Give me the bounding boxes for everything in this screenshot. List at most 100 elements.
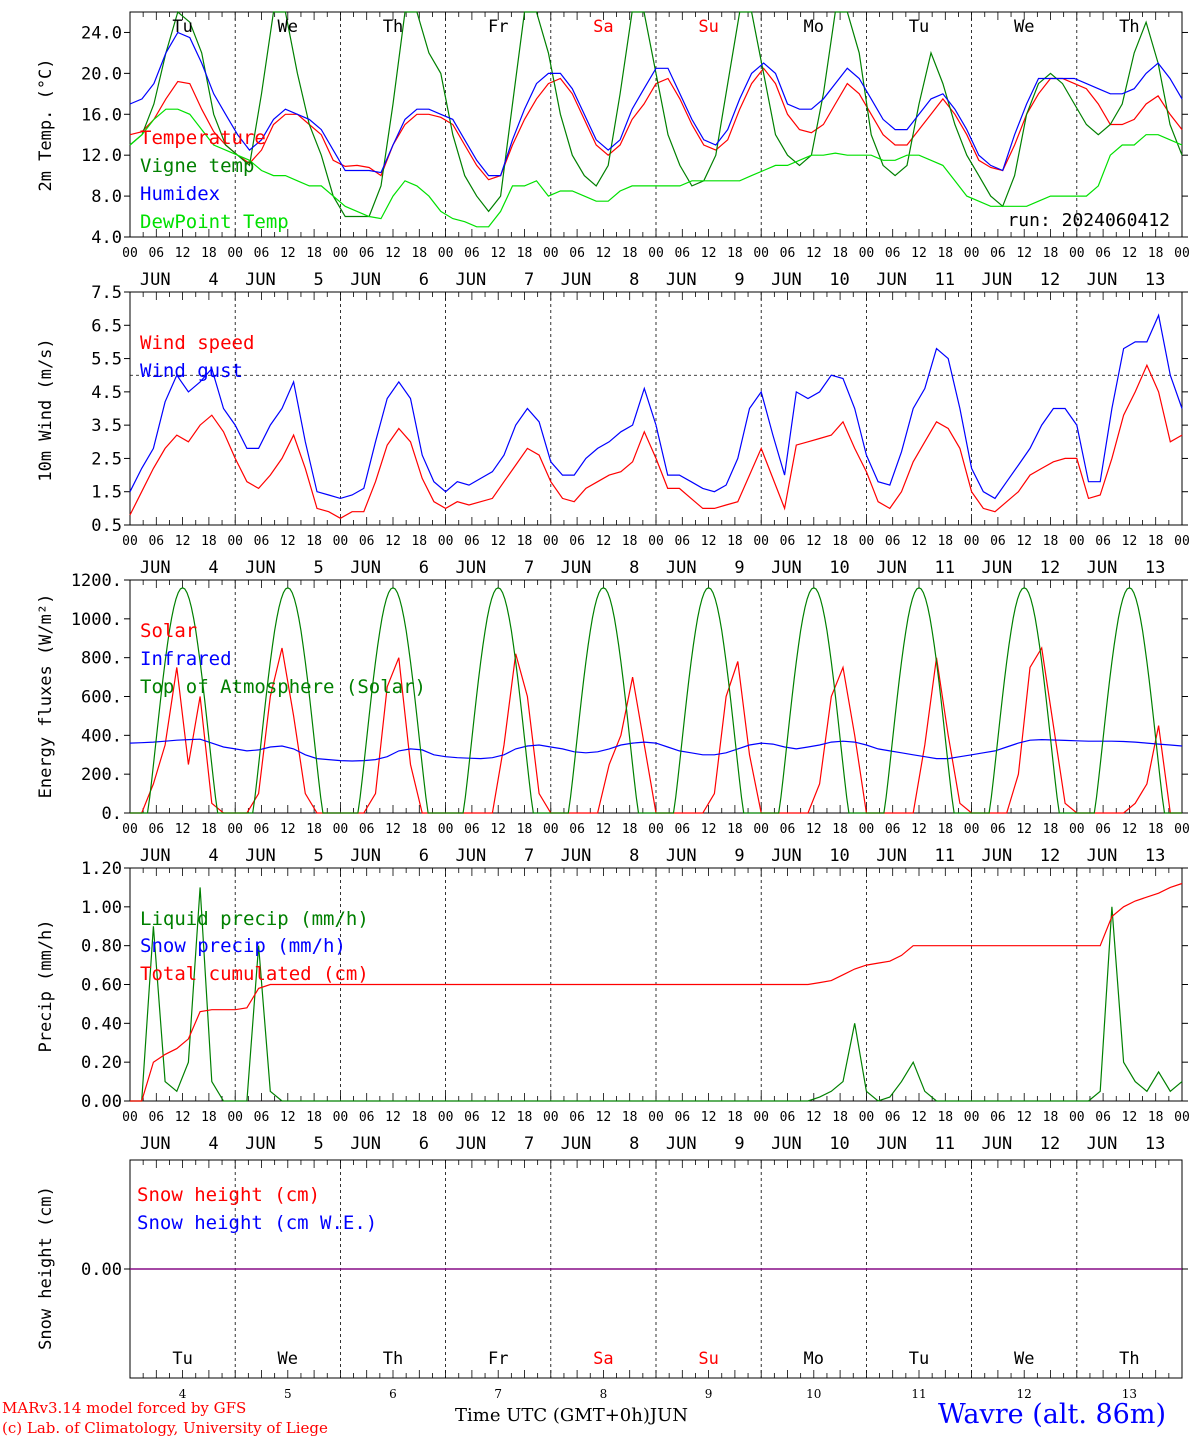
x-hour-label: 00 xyxy=(859,1110,875,1125)
y-tick-label: 1000. xyxy=(71,610,122,630)
x-month-label: JUN xyxy=(666,1134,697,1154)
x-hour-label: 06 xyxy=(148,246,164,261)
x-hour-label: 12 xyxy=(490,1110,506,1125)
x-day-label: 8 xyxy=(629,558,639,578)
x-month-label: JUN xyxy=(771,1134,802,1154)
footer-copyright: (c) Lab. of Climatology, University of L… xyxy=(2,1419,328,1437)
day-number-label: 6 xyxy=(389,1387,397,1401)
x-hour-label: 12 xyxy=(1016,534,1032,549)
x-hour-label: 00 xyxy=(333,534,349,549)
x-hour-label: 18 xyxy=(517,246,533,261)
x-month-label: JUN xyxy=(455,270,486,290)
x-month-label: JUN xyxy=(350,270,381,290)
x-month-label: JUN xyxy=(1087,846,1118,866)
weekday-label: Tu xyxy=(909,17,929,37)
x-hour-label: 06 xyxy=(254,822,270,837)
x-hour-label: 00 xyxy=(122,1110,138,1125)
day-number-label: 5 xyxy=(284,1387,292,1401)
x-day-label: 11 xyxy=(935,270,955,290)
x-month-label: JUN xyxy=(561,846,592,866)
y-tick-label: 7.5 xyxy=(91,283,122,303)
x-hour-label: 00 xyxy=(964,822,980,837)
x-day-label: 8 xyxy=(629,1134,639,1154)
x-hour-label: 06 xyxy=(674,1110,690,1125)
x-month-label: JUN xyxy=(561,1134,592,1154)
x-hour-label: 12 xyxy=(385,246,401,261)
y-tick-label: 0.5 xyxy=(91,516,122,536)
x-hour-label: 18 xyxy=(1148,1110,1164,1125)
x-hour-label: 06 xyxy=(1095,534,1111,549)
x-hour-label: 06 xyxy=(780,1110,796,1125)
x-hour-label: 18 xyxy=(832,534,848,549)
x-hour-label: 06 xyxy=(148,822,164,837)
x-day-label: 6 xyxy=(419,270,429,290)
y-tick-label: 0.20 xyxy=(81,1053,122,1073)
x-hour-label: 12 xyxy=(596,246,612,261)
x-hour-label: 12 xyxy=(175,822,191,837)
x-month-label: JUN xyxy=(350,846,381,866)
weekday-label: Th xyxy=(383,17,403,37)
x-month-label: JUN xyxy=(245,1134,276,1154)
x-month-label: JUN xyxy=(455,846,486,866)
x-hour-label: 06 xyxy=(359,1110,375,1125)
x-hour-label: 06 xyxy=(885,1110,901,1125)
legend-entry: Snow height (cm) xyxy=(137,1184,320,1206)
x-day-label: 5 xyxy=(314,558,324,578)
x-hour-label: 18 xyxy=(727,534,743,549)
x-hour-label: 00 xyxy=(227,822,243,837)
x-hour-label: 00 xyxy=(964,1110,980,1125)
x-day-label: 6 xyxy=(419,1134,429,1154)
y-tick-label: 1.20 xyxy=(81,859,122,879)
x-hour-label: 00 xyxy=(227,246,243,261)
x-hour-label: 00 xyxy=(859,534,875,549)
y-tick-label: 1.5 xyxy=(91,483,122,503)
series-line-humidex xyxy=(129,31,1183,177)
x-hour-label: 18 xyxy=(201,1110,217,1125)
x-hour-label: 18 xyxy=(1148,534,1164,549)
x-hour-label: 06 xyxy=(780,246,796,261)
x-hour-label: 00 xyxy=(1069,822,1085,837)
x-hour-label: 18 xyxy=(1148,246,1164,261)
weekday-label: We xyxy=(278,1349,298,1369)
x-hour-label: 12 xyxy=(175,246,191,261)
legend-entry: Liquid precip (mm/h) xyxy=(140,908,369,930)
x-hour-label: 12 xyxy=(280,246,296,261)
y-tick-label: 8.0 xyxy=(91,187,122,207)
x-hour-label: 00 xyxy=(227,534,243,549)
y-tick-label: 0.80 xyxy=(81,937,122,957)
x-month-label: JUN xyxy=(140,558,171,578)
x-hour-label: 12 xyxy=(490,246,506,261)
y-tick-label: 400. xyxy=(81,726,122,746)
weekday-label: We xyxy=(278,17,298,37)
x-hour-label: 06 xyxy=(674,822,690,837)
legend-entry: Top of Atmosphere (Solar) xyxy=(140,676,426,698)
x-hour-label: 00 xyxy=(753,822,769,837)
y-tick-label: 4.0 xyxy=(91,228,122,248)
x-day-label: 8 xyxy=(629,846,639,866)
x-day-label: 6 xyxy=(419,846,429,866)
x-hour-label: 18 xyxy=(622,1110,638,1125)
series-line-wind-speed xyxy=(129,363,1183,519)
x-hour-label: 12 xyxy=(806,534,822,549)
y-tick-label: 6.5 xyxy=(91,316,122,336)
x-month-label: JUN xyxy=(350,558,381,578)
x-day-label: 5 xyxy=(314,846,324,866)
weekday-label: Fr xyxy=(488,1349,508,1369)
y-tick-label: 2.5 xyxy=(91,449,122,469)
x-hour-label: 18 xyxy=(937,246,953,261)
panel-4 xyxy=(124,867,1188,1102)
x-month-label: JUN xyxy=(981,1134,1012,1154)
x-axis-title: Time UTC (GMT+0h) xyxy=(455,1405,650,1426)
x-day-label: 13 xyxy=(1145,270,1165,290)
x-hour-label: 06 xyxy=(990,1110,1006,1125)
weekday-label: Sa xyxy=(593,1349,613,1369)
y-tick-label: 0.40 xyxy=(81,1014,122,1034)
x-hour-label: 18 xyxy=(411,534,427,549)
x-hour-label: 00 xyxy=(753,1110,769,1125)
day-number-label: 4 xyxy=(179,1387,187,1401)
y-tick-label: 12.0 xyxy=(81,146,122,166)
x-hour-label: 18 xyxy=(517,822,533,837)
x-month-label: JUN xyxy=(771,270,802,290)
x-hour-label: 00 xyxy=(122,534,138,549)
x-day-label: 12 xyxy=(1040,846,1060,866)
